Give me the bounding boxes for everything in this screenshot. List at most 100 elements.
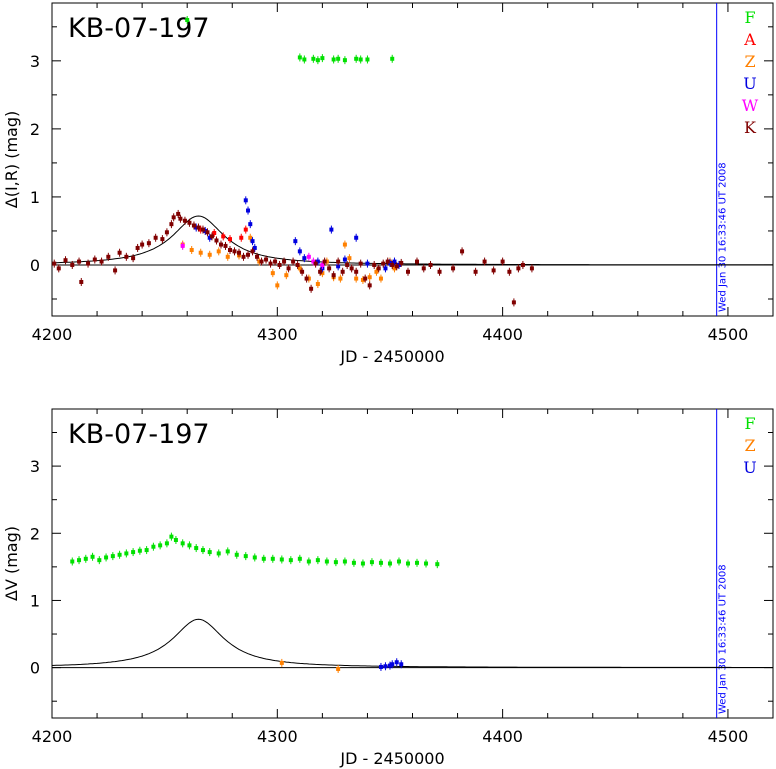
data-point-K [437,269,442,274]
data-point-F [354,56,359,61]
data-point-U [329,227,334,232]
data-point-W [320,262,325,267]
data-point-F [333,560,338,565]
data-point-K [106,254,111,259]
legend-entry-Z: Z [744,436,755,455]
legend-entry-W: W [742,96,759,115]
data-point-F [173,537,178,542]
data-point-Z [207,252,212,257]
data-point-K [345,262,350,267]
data-point-Z [360,277,365,282]
data-point-K [300,269,305,274]
data-point-F [415,560,420,565]
series-F [70,532,440,569]
data-point-K [286,266,291,271]
data-point-U [250,239,255,244]
data-point-F [365,57,370,62]
series-Z [180,233,397,290]
data-point-K [399,260,404,265]
x-axis-label: JD - 2450000 [339,347,444,366]
date-stamp: Wed Jan 30 16:33:46 UT 2008 [718,162,729,312]
data-point-Z [189,247,194,252]
series-U [378,658,404,671]
data-point-F [306,559,311,564]
data-point-K [237,250,242,255]
data-point-U [392,259,397,264]
data-point-K [473,269,478,274]
data-point-K [507,269,512,274]
data-point-F [185,18,190,23]
data-point-F [194,546,199,551]
data-point-A [198,227,203,232]
data-point-K [86,261,91,266]
data-point-K [99,259,104,264]
data-point-F [83,556,88,561]
data-point-Z [324,259,329,264]
data-point-F [117,552,122,557]
data-point-K [500,259,505,264]
data-point-K [140,242,145,247]
data-point-K [304,276,309,281]
legend-entry-U: U [743,74,756,93]
data-point-K [113,268,118,273]
data-point-F [387,561,392,566]
x-axis-label: JD - 2450000 [339,749,444,768]
y-tick-label: 1 [30,591,40,610]
data-point-W [311,259,316,264]
data-point-K [421,266,426,271]
chart-panel-1: 4200 4300 4400 4500 0 1 2 3 JD - 2450000 Δ(I,R) (… [2,2,774,366]
data-point-K [529,266,534,271]
data-point-F [297,556,302,561]
data-point-U [399,662,404,667]
data-point-K [282,259,287,264]
data-point-K [354,269,359,274]
data-point-K [390,262,395,267]
x-tick-label: 4400 [482,325,523,344]
data-point-U [365,261,370,266]
data-point-Z [198,250,203,255]
data-point-W [306,254,311,259]
data-point-K [164,230,169,235]
data-point-K [227,247,232,252]
data-point-U [293,239,298,244]
data-point-Z [338,276,343,281]
data-point-Z [354,276,359,281]
data-point-Z [284,273,289,278]
data-point-F [360,561,365,566]
data-point-U [252,245,257,250]
data-point-F [234,552,239,557]
data-point-K [214,238,219,243]
data-point-F [336,56,341,61]
data-point-K [277,262,282,267]
data-point-K [205,230,210,235]
data-point-F [169,534,174,539]
data-point-F [261,556,266,561]
data-point-F [70,559,75,564]
data-point-K [191,223,196,228]
chart-title: KB-07-197 [68,419,210,450]
data-point-U [396,262,401,267]
data-point-A [227,237,232,242]
data-point-F [342,58,347,63]
data-point-K [295,262,300,267]
data-point-F [351,560,356,565]
data-point-Z [225,254,230,259]
data-point-K [124,254,129,259]
data-point-Z [378,276,383,281]
data-point-Z [297,266,302,271]
data-point-F [207,550,212,555]
data-point-F [164,541,169,546]
plot-frame [51,408,774,719]
data-point-K [367,283,372,288]
data-point-W [180,243,185,248]
data-point-F [405,561,410,566]
data-point-K [511,300,516,305]
data-point-K [372,262,377,267]
x-tick-label: 4500 [708,727,749,746]
data-point-K [160,237,165,242]
series-K [52,209,534,307]
data-point-F [315,558,320,563]
legend-entry-Z: Z [744,52,755,71]
data-point-K [349,266,354,271]
data-point-Z [367,275,372,280]
